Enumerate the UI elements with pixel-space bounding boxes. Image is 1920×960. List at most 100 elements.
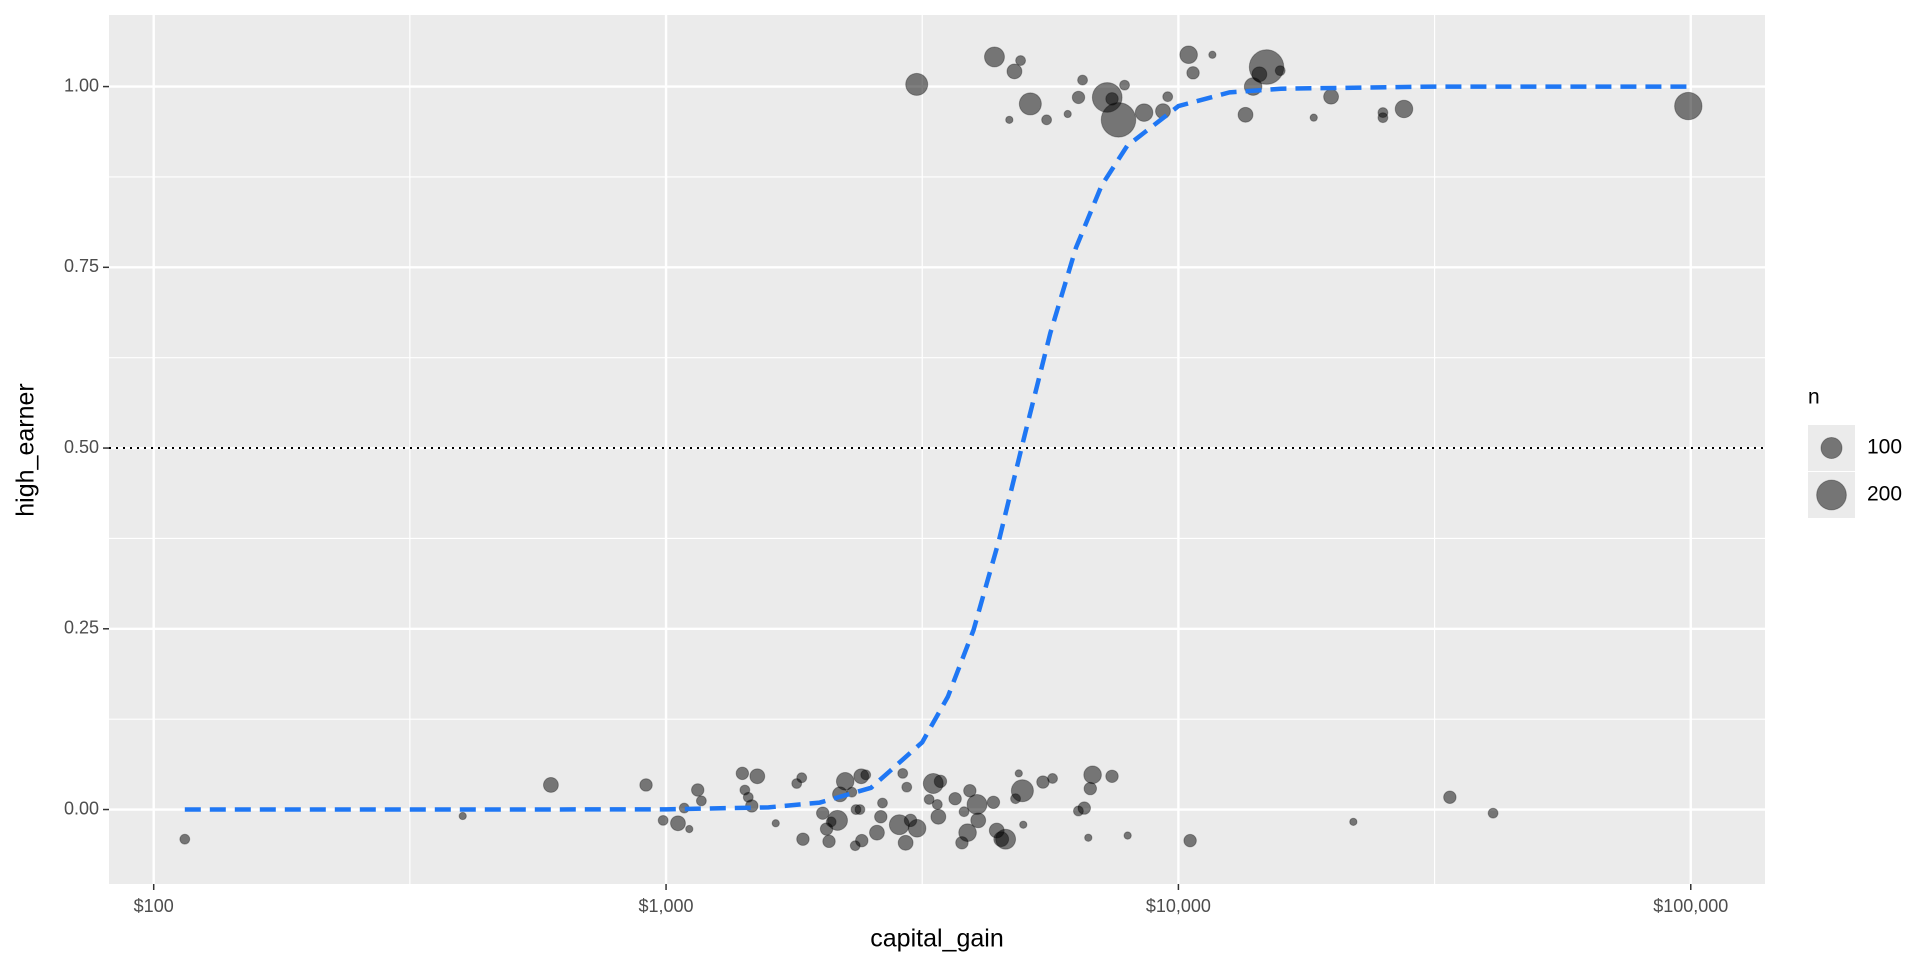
point bbox=[931, 799, 943, 810]
point bbox=[695, 795, 707, 807]
panel-background bbox=[109, 15, 1765, 884]
point bbox=[1036, 775, 1050, 789]
point bbox=[1119, 79, 1130, 91]
point bbox=[1309, 113, 1318, 122]
point bbox=[869, 824, 885, 841]
point bbox=[1377, 112, 1389, 124]
point bbox=[1248, 49, 1285, 85]
point bbox=[1349, 817, 1358, 826]
point bbox=[735, 766, 750, 781]
point bbox=[1077, 74, 1088, 86]
point bbox=[179, 833, 191, 845]
x-axis-title: capital_gain bbox=[870, 925, 1003, 953]
point bbox=[1323, 88, 1340, 105]
x-tick-label: $100,000 bbox=[1653, 896, 1728, 916]
point bbox=[986, 795, 1001, 810]
x-tick-label: $1,000 bbox=[639, 896, 694, 916]
point bbox=[1487, 807, 1499, 819]
point bbox=[897, 834, 914, 851]
point bbox=[984, 46, 1005, 68]
point bbox=[639, 778, 653, 792]
fit-curve bbox=[184, 84, 1691, 812]
point bbox=[905, 72, 929, 96]
point bbox=[1018, 92, 1042, 116]
point bbox=[1274, 65, 1286, 77]
point bbox=[1084, 833, 1093, 842]
point bbox=[796, 832, 810, 846]
point bbox=[771, 819, 780, 828]
point bbox=[860, 769, 872, 781]
point bbox=[1134, 103, 1154, 122]
y-tick-label: 0.50 bbox=[64, 437, 99, 457]
x-tick-label: $100 bbox=[134, 896, 174, 916]
point bbox=[874, 810, 888, 824]
y-tick-label: 0.75 bbox=[64, 256, 99, 276]
point bbox=[930, 808, 947, 825]
point bbox=[1674, 91, 1703, 121]
point bbox=[958, 823, 977, 842]
point bbox=[691, 783, 705, 797]
point bbox=[1019, 820, 1028, 829]
point bbox=[1063, 109, 1072, 119]
point bbox=[1015, 55, 1027, 66]
legend-symbol bbox=[1816, 479, 1847, 511]
y-axis-title: high_earner bbox=[12, 383, 40, 516]
point bbox=[970, 812, 987, 829]
point bbox=[1237, 106, 1254, 123]
point bbox=[966, 794, 988, 815]
legend-symbol bbox=[1820, 437, 1843, 459]
point bbox=[542, 777, 559, 793]
point bbox=[1105, 769, 1119, 783]
point bbox=[1077, 801, 1091, 815]
point bbox=[854, 804, 866, 815]
legend-title: n bbox=[1808, 386, 1820, 409]
point bbox=[995, 828, 1017, 850]
point bbox=[657, 814, 669, 826]
point bbox=[1083, 765, 1102, 785]
point bbox=[1123, 831, 1132, 840]
point bbox=[1010, 779, 1034, 803]
y-tick-label: 1.00 bbox=[64, 75, 99, 95]
y-tick-label: 0.00 bbox=[64, 798, 99, 818]
x-tick-label: $10,000 bbox=[1146, 896, 1211, 916]
point bbox=[749, 768, 766, 785]
point bbox=[1183, 833, 1197, 848]
point bbox=[816, 806, 830, 820]
point bbox=[796, 772, 808, 784]
point bbox=[1041, 114, 1053, 126]
point bbox=[901, 781, 913, 793]
point bbox=[963, 784, 977, 798]
legend-label: 100 bbox=[1867, 436, 1902, 459]
point bbox=[855, 833, 869, 848]
point bbox=[923, 793, 935, 805]
point bbox=[458, 811, 467, 821]
point bbox=[948, 791, 962, 806]
point bbox=[1179, 45, 1198, 65]
point bbox=[822, 834, 836, 849]
point bbox=[1162, 91, 1174, 103]
y-tick-label: 0.25 bbox=[64, 618, 99, 638]
point bbox=[1394, 99, 1414, 119]
point bbox=[1047, 773, 1058, 784]
point bbox=[1006, 63, 1023, 80]
point bbox=[877, 797, 888, 809]
point bbox=[933, 774, 948, 789]
plot-layer bbox=[109, 45, 1765, 852]
point bbox=[685, 824, 694, 834]
point bbox=[958, 806, 970, 818]
point bbox=[670, 815, 686, 832]
point bbox=[1014, 769, 1023, 778]
point bbox=[835, 772, 855, 791]
point bbox=[1071, 90, 1086, 105]
point bbox=[1443, 790, 1457, 804]
point bbox=[1105, 92, 1119, 106]
point bbox=[1186, 66, 1200, 80]
point bbox=[897, 767, 909, 779]
point bbox=[827, 809, 848, 831]
point bbox=[1100, 102, 1137, 138]
point bbox=[907, 819, 927, 838]
point bbox=[1005, 115, 1014, 124]
point bbox=[1083, 781, 1098, 796]
legend-label: 200 bbox=[1867, 483, 1902, 506]
